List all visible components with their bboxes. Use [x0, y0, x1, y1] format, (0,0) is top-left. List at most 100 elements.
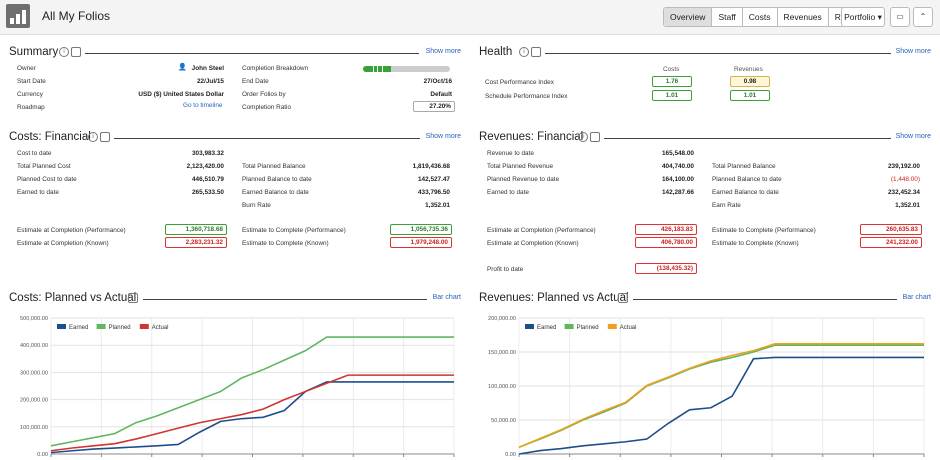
eac-performance-value: 1,360,718.68 [165, 224, 227, 235]
cpi-costs-value: 1.76 [652, 76, 692, 87]
view-tabs: Overview Staff Costs Revenues Report [663, 7, 868, 27]
rev-eac-known-value: 406,780.00 [635, 237, 697, 248]
tab-revenues[interactable]: Revenues [776, 8, 828, 26]
info-icon[interactable]: i [88, 132, 98, 142]
divider [545, 53, 891, 54]
divider [85, 53, 419, 54]
planned-balance-to-date-value: 142,527.47 [418, 176, 450, 183]
rev-etc-performance-value: 260,635.83 [860, 224, 922, 235]
legend-label-actual: Actual [152, 325, 169, 331]
info-icon[interactable]: i [59, 47, 69, 57]
planned-revenue-to-date-label: Planned Revenue to date [487, 176, 560, 183]
owner-label: Owner [17, 65, 36, 72]
rev-eac-performance-value: 426,183.83 [635, 224, 697, 235]
y-tick-label: 500,000.00 [20, 316, 48, 322]
earned-balance-to-date-label: Earned Balance to date [242, 189, 309, 196]
info-icon[interactable]: i [519, 47, 529, 57]
profit-to-date-value: (138,435.32) [635, 263, 697, 274]
total-planned-revenue-label: Total Planned Revenue [487, 163, 554, 170]
legend-label-planned: Planned [109, 325, 131, 331]
eac-known-value: 2,283,231.32 [165, 237, 227, 248]
info-icon[interactable]: i [578, 132, 588, 142]
costs-bar-chart-link[interactable]: Bar chart [432, 294, 461, 301]
monitor-icon[interactable]: ▭ [890, 7, 910, 27]
total-planned-cost-label: Total Planned Cost [17, 163, 71, 170]
rev-etc-performance-label: Estimate to Complete (Performance) [712, 227, 816, 234]
divider [633, 299, 897, 300]
currency-label: Currency [17, 91, 43, 98]
comment-icon[interactable] [100, 132, 110, 142]
revenues-financial-section: Revenues: Financial i Show more [479, 131, 931, 145]
earn-rate-label: Earn Rate [712, 202, 741, 209]
costs-chart-title: Costs: Planned vs Actual [9, 292, 137, 304]
legend-swatch-earned [57, 324, 66, 329]
costs-show-more-link[interactable]: Show more [425, 133, 461, 140]
legend-swatch-actual [139, 324, 149, 329]
series-line-earned [50, 381, 454, 454]
comment-icon[interactable] [71, 47, 81, 57]
go-to-timeline-link[interactable]: Go to timeline [183, 102, 223, 109]
legend-label-planned: Planned [577, 325, 599, 331]
summary-section: Summary i Show more [9, 46, 461, 60]
costs-financial-title: Costs: Financial [9, 131, 91, 143]
chevron-up-icon[interactable]: ⌃ [913, 7, 933, 27]
series-line-actual [50, 374, 454, 452]
cost-to-date-label: Cost to date [17, 150, 52, 157]
legend-swatch-earned [525, 324, 534, 329]
rev-planned-balance-to-date-label: Planned Balance to date [712, 176, 782, 183]
total-planned-balance-label: Total Planned Balance [242, 163, 306, 170]
completion-breakdown-fill [363, 66, 391, 72]
rev-eac-known-label: Estimate at Completion (Known) [487, 240, 579, 247]
legend-swatch-planned [96, 324, 106, 329]
comment-icon[interactable] [531, 47, 541, 57]
y-tick-label: 50,000.00 [491, 418, 516, 424]
end-date-value: 27/Oct/16 [423, 78, 452, 85]
comment-icon[interactable] [128, 293, 138, 303]
tab-overview[interactable]: Overview [664, 8, 712, 26]
tab-costs[interactable]: Costs [741, 8, 777, 26]
revenues-show-more-link[interactable]: Show more [895, 133, 931, 140]
cost-to-date-value: 303,983.32 [192, 150, 224, 157]
divider [114, 138, 420, 139]
revenue-to-date-value: 165,548.00 [662, 150, 694, 157]
planned-balance-to-date-label: Planned Balance to date [242, 176, 312, 183]
series-line-earned [518, 356, 924, 455]
etc-performance-label: Estimate to Complete (Performance) [242, 227, 346, 234]
earned-to-date-value: 265,533.50 [192, 189, 224, 196]
revenues-bar-chart-link[interactable]: Bar chart [902, 294, 931, 301]
revenue-to-date-label: Revenue to date [487, 150, 534, 157]
start-date-label: Start Date [17, 78, 46, 85]
spi-costs-value: 1.01 [652, 90, 692, 101]
divider [143, 299, 427, 300]
tab-staff[interactable]: Staff [711, 8, 741, 26]
comment-icon[interactable] [590, 132, 600, 142]
owner-avatar-icon: 👤 [178, 64, 187, 71]
costs-financial-section: Costs: Financial i Show more [9, 131, 461, 145]
planned-cost-to-date-value: 446,510.79 [192, 176, 224, 183]
summary-title: Summary [9, 46, 59, 58]
comment-icon[interactable] [618, 293, 628, 303]
y-tick-label: 100,000.00 [20, 425, 48, 431]
health-section: Health i Show more [479, 46, 931, 60]
revenues-line-chart: 0.00 50,000.00 100,000.00 150,000.00 200,000… [488, 316, 925, 458]
health-col-revenues: Revenues [734, 66, 763, 73]
series-line-actual [518, 343, 924, 448]
eac-performance-label: Estimate at Completion (Performance) [17, 227, 126, 234]
y-tick-label: 100,000.00 [488, 384, 516, 390]
y-tick-label: 400,000.00 [20, 343, 48, 349]
y-tick-label: 200,000.00 [20, 398, 48, 404]
earned-to-date-label: Earned to date [17, 189, 59, 196]
etc-known-label: Estimate to Complete (Known) [242, 240, 329, 247]
legend-label-actual: Actual [620, 325, 637, 331]
health-show-more-link[interactable]: Show more [895, 48, 931, 55]
page-title: All My Folios [42, 9, 111, 23]
app-header: All My Folios Overview Staff Costs Reven… [0, 0, 940, 35]
portfolio-dropdown[interactable]: Portfolio ▾ [841, 7, 885, 27]
y-tick-label: 300,000.00 [20, 370, 48, 376]
earn-rate-value: 1,352.01 [895, 202, 920, 209]
order-folios-value: Default [430, 91, 452, 98]
earned-balance-to-date-value: 433,796.50 [418, 189, 450, 196]
summary-show-more-link[interactable]: Show more [425, 48, 461, 55]
completion-breakdown-bar [363, 66, 450, 72]
etc-known-value: 1,979,248.00 [390, 237, 452, 248]
